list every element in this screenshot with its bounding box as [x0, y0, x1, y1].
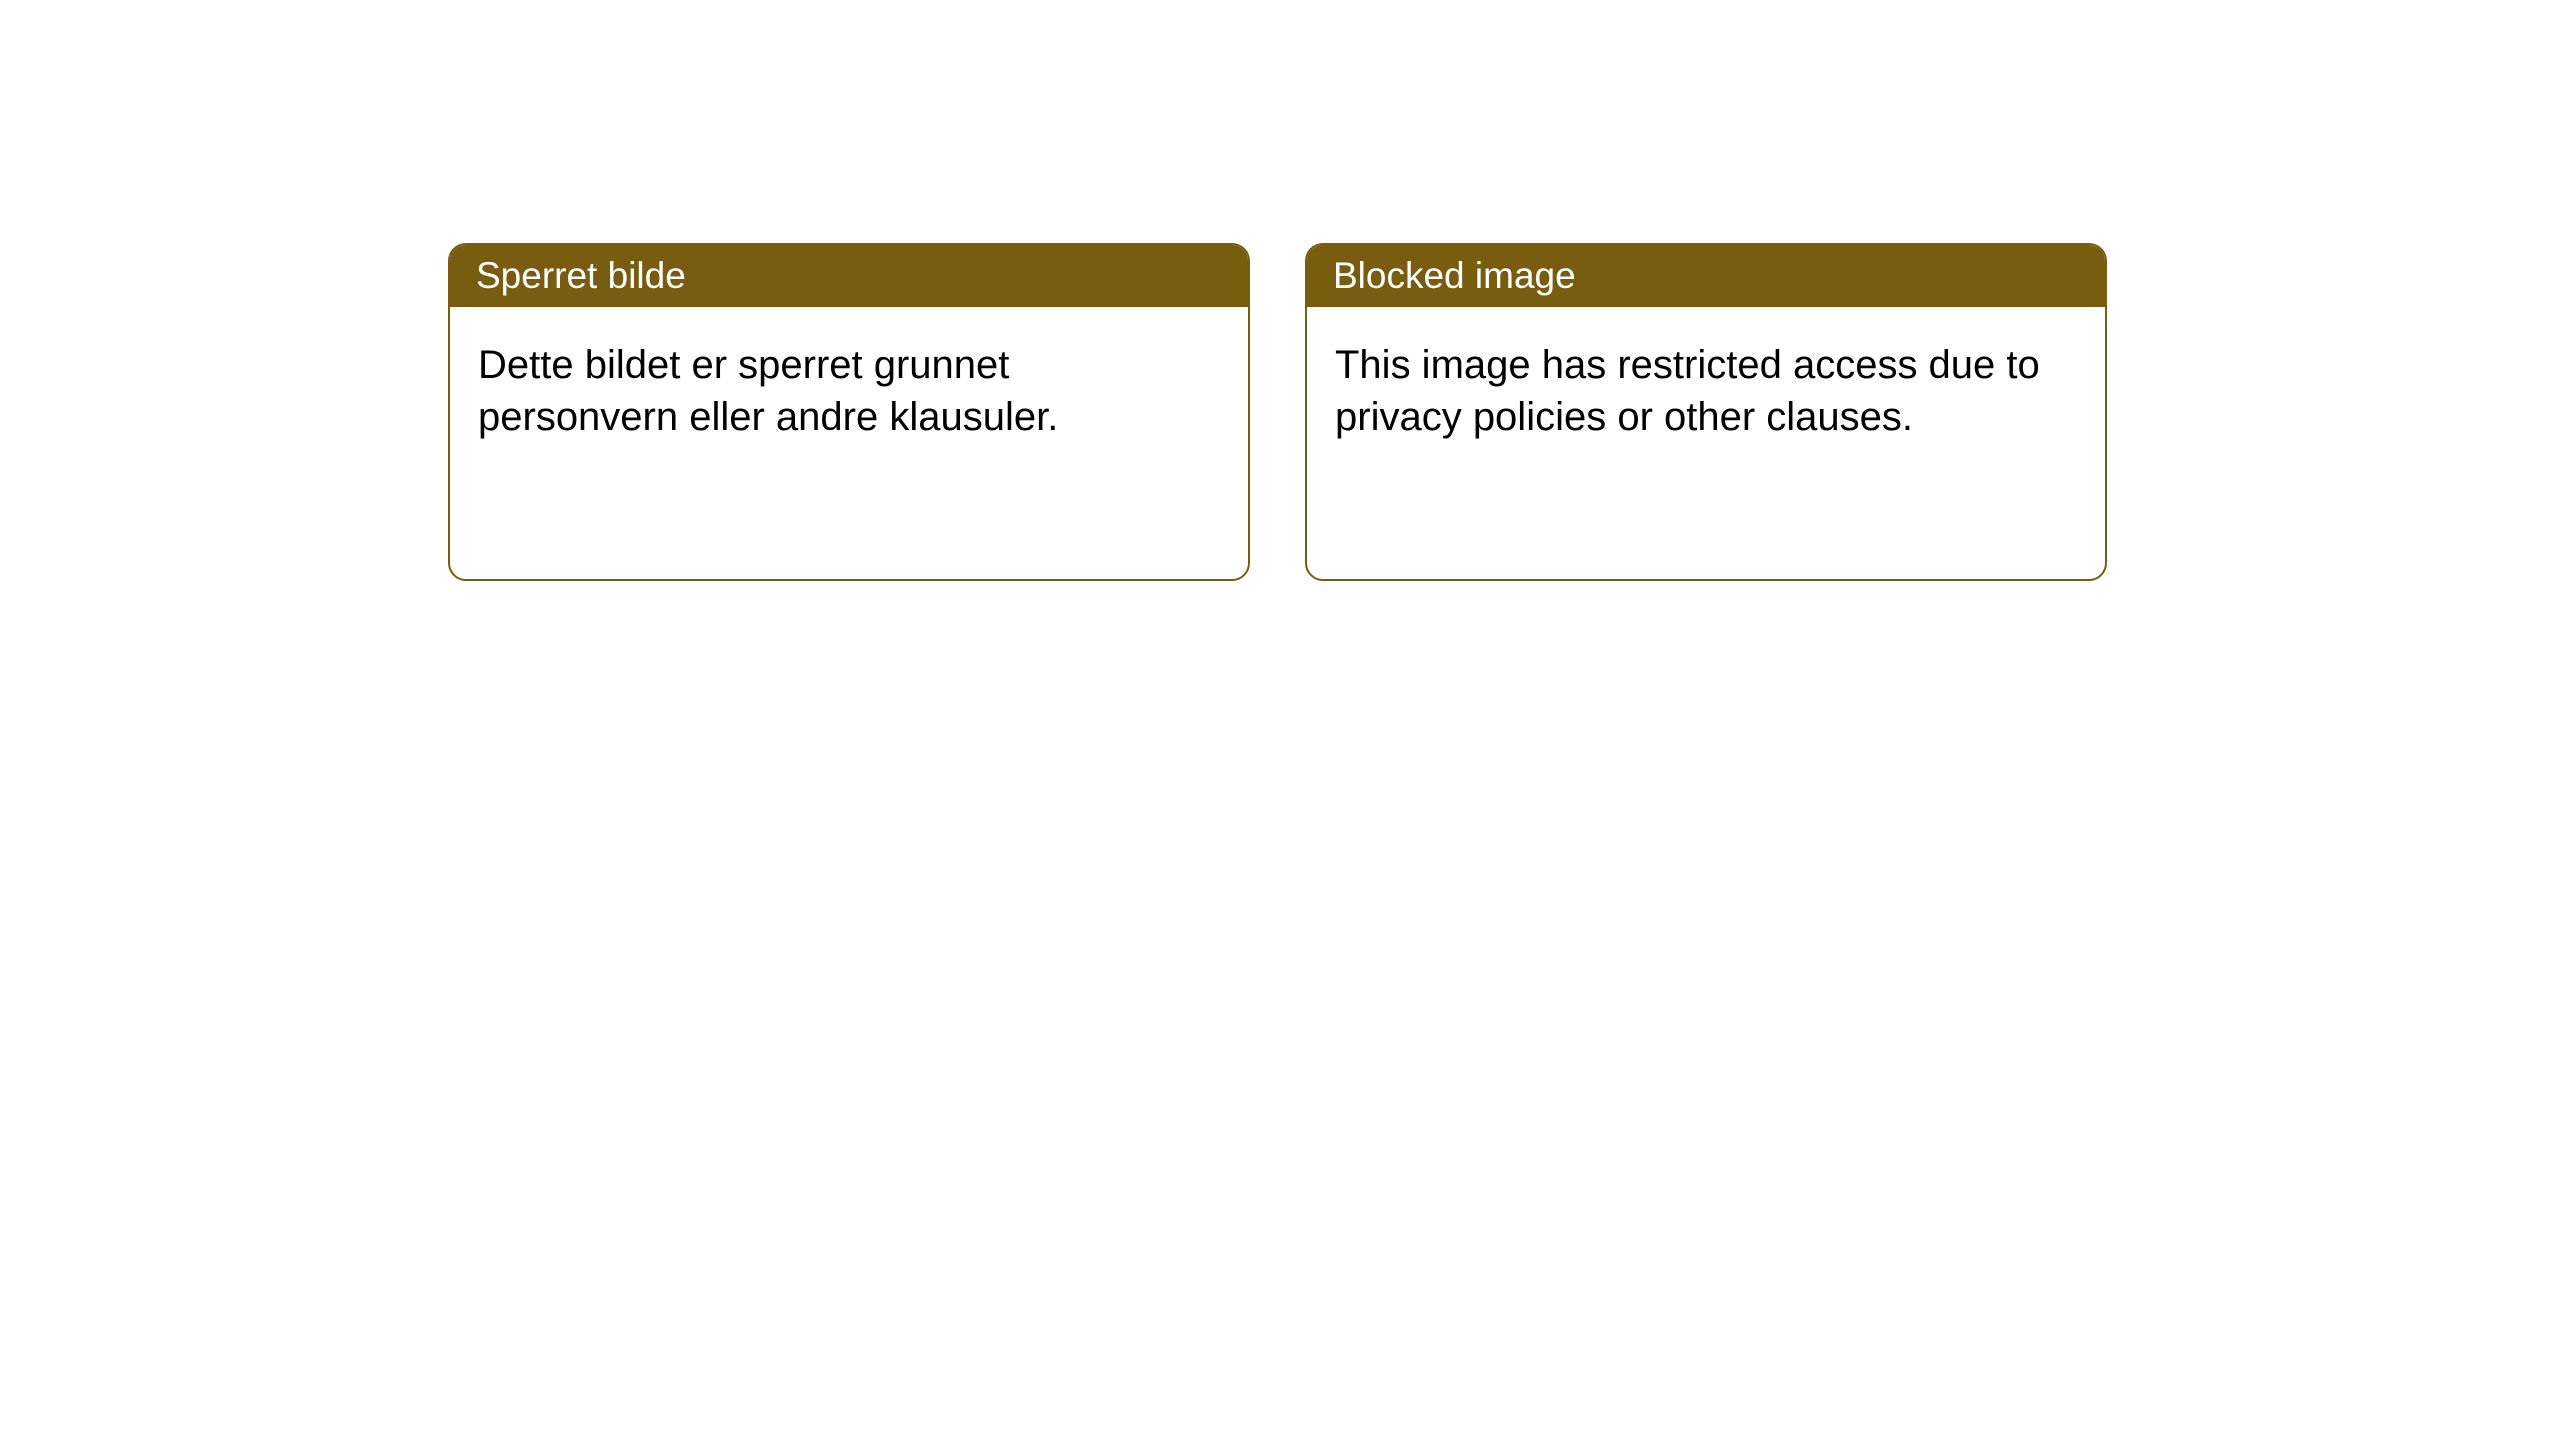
- card-body: Dette bildet er sperret grunnet personve…: [450, 307, 1248, 475]
- notice-card-english: Blocked image This image has restricted …: [1305, 243, 2107, 581]
- card-header: Blocked image: [1307, 245, 2105, 307]
- notice-cards-container: Sperret bilde Dette bildet er sperret gr…: [448, 243, 2107, 581]
- card-title: Blocked image: [1333, 255, 1576, 296]
- notice-card-norwegian: Sperret bilde Dette bildet er sperret gr…: [448, 243, 1250, 581]
- card-body: This image has restricted access due to …: [1307, 307, 2105, 475]
- card-header: Sperret bilde: [450, 245, 1248, 307]
- card-message: This image has restricted access due to …: [1335, 343, 2040, 439]
- card-message: Dette bildet er sperret grunnet personve…: [478, 343, 1058, 439]
- card-title: Sperret bilde: [476, 255, 686, 296]
